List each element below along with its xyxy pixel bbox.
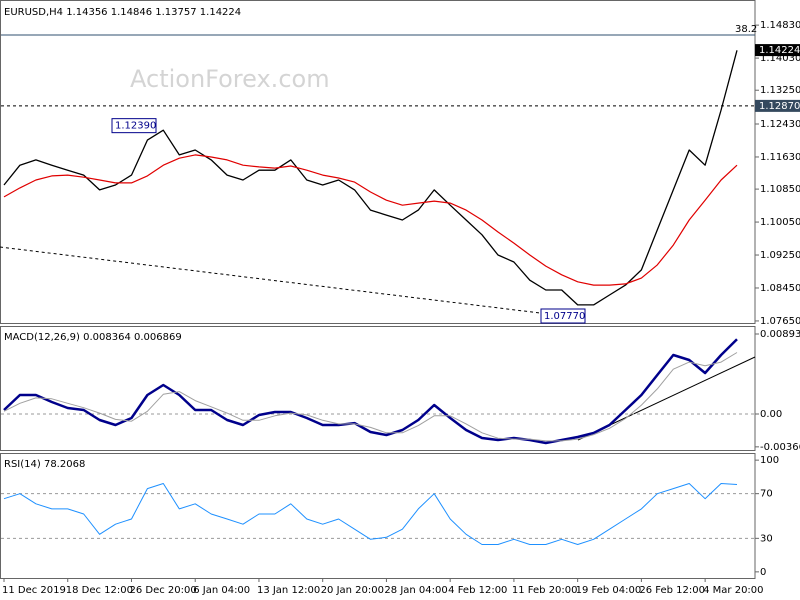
macd-title: MACD(12,26,9) 0.008364 0.006869	[4, 332, 182, 343]
x-tick-label: 11 Dec 2019	[2, 585, 66, 596]
last-price-label: 1.14224	[759, 45, 800, 56]
y-tick-label: 0	[760, 567, 766, 578]
fib-label: 38.2	[735, 24, 757, 35]
y-tick-label: 1.07650	[760, 316, 800, 327]
y-tick-label: 100	[760, 455, 779, 466]
y-tick-label: 1.14030	[760, 53, 800, 64]
y-tick-label: 1.13250	[760, 85, 800, 96]
x-tick-label: 20 Jan 20:00	[321, 585, 384, 596]
level-label: 1.12870	[759, 101, 800, 112]
x-tick-label: 11 Feb 20:00	[512, 585, 578, 596]
x-tick-label: 18 Dec 12:00	[66, 585, 133, 596]
y-tick-label: 1.08450	[760, 283, 800, 294]
x-tick-label: 13 Jan 12:00	[257, 585, 320, 596]
y-tick-label: 1.12430	[760, 119, 800, 130]
y-tick-label: 0.00	[760, 409, 782, 420]
y-tick-label: 30	[760, 533, 773, 544]
y-tick-label: 70	[760, 489, 773, 500]
y-tick-label: 0.008937	[760, 329, 800, 340]
x-tick-label: 19 Feb 04:00	[576, 585, 642, 596]
rsi-panel	[0, 453, 756, 579]
y-tick-label: 1.10050	[760, 217, 800, 228]
watermark: ActionForex.com	[130, 65, 330, 93]
price-panel	[0, 0, 756, 324]
x-tick-label: 4 Mar 20:00	[703, 585, 763, 596]
level-box	[755, 99, 800, 112]
last-price-box	[755, 44, 800, 57]
series-line	[3, 50, 738, 306]
annotation-label: 1.07770	[544, 311, 585, 322]
x-tick-label: 26 Dec 20:00	[129, 585, 196, 596]
y-tick-label: 1.10850	[760, 184, 800, 195]
x-tick-label: 4 Feb 12:00	[448, 585, 507, 596]
rsi-title: RSI(14) 78.2068	[4, 459, 85, 470]
annotation-box	[111, 118, 157, 134]
macd-panel	[0, 326, 756, 451]
x-tick-label: 26 Feb 12:00	[639, 585, 705, 596]
price-title: EURUSD,H4 1.14356 1.14846 1.13757 1.1422…	[4, 7, 241, 18]
y-tick-label: -0.003668	[760, 442, 800, 453]
series-line	[3, 352, 738, 442]
annotation-label: 1.12390	[115, 121, 156, 132]
y-tick-label: 1.14830	[760, 20, 800, 31]
y-tick-label: 1.11630	[760, 152, 800, 163]
x-tick-label: 28 Jan 04:00	[384, 585, 447, 596]
series-line	[3, 483, 738, 545]
annotation-box	[540, 308, 586, 324]
x-tick-label: 6 Jan 04:00	[193, 585, 250, 596]
y-tick-label: 1.09250	[760, 250, 800, 261]
series-line	[3, 154, 738, 286]
trend-line	[0, 246, 541, 314]
